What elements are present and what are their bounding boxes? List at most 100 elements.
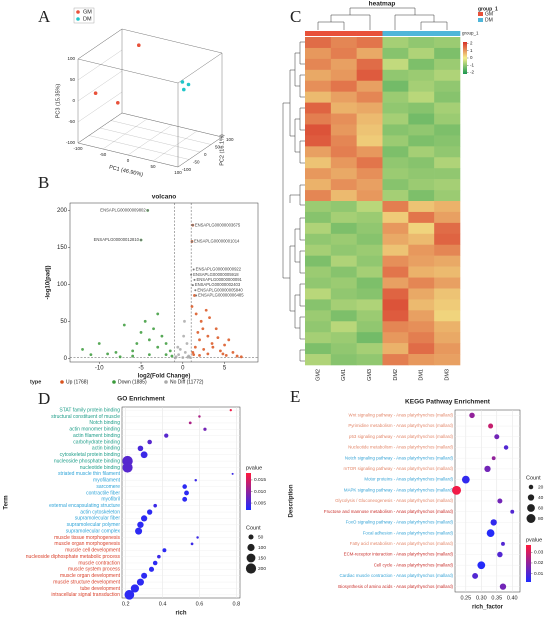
- point: [193, 294, 196, 297]
- heatmap-cell: [330, 332, 357, 344]
- legend-swatch: [164, 380, 168, 384]
- heatmap-cell: [356, 135, 383, 147]
- y-tick-label: 50: [60, 319, 67, 325]
- plot-frame: [69, 202, 259, 363]
- z-axis-label: PC3 (15.35%): [55, 84, 61, 119]
- heatmap-cell: [305, 168, 332, 180]
- heatmap-cell: [330, 190, 357, 202]
- heatmap-cell: [305, 266, 332, 278]
- point: [198, 338, 201, 342]
- panel-label: C: [290, 7, 301, 26]
- term-label: Motor proteins - Anas platyrhynchos (mal…: [364, 477, 453, 482]
- heatmap-cell: [434, 190, 461, 202]
- size-legend-dot: [248, 534, 254, 540]
- heatmap-cell: [330, 47, 357, 60]
- heatmap-cell: [382, 255, 409, 267]
- x-tick-label: -5: [138, 366, 144, 372]
- size-legend-label: 150: [258, 555, 266, 561]
- grid-line: [77, 49, 123, 81]
- heatmap-cell: [408, 102, 435, 114]
- y-tick-label: 200: [57, 208, 68, 214]
- term-label: Cell cycle - Anas platyrhynchos (mallard…: [374, 562, 454, 567]
- legend-label: DM: [83, 16, 92, 22]
- size-legend-dot: [526, 514, 536, 523]
- heatmap-cell: [382, 179, 409, 191]
- heatmap-cell: [356, 124, 383, 136]
- colorbar: [246, 473, 251, 510]
- size-legend-label: 40: [538, 495, 544, 501]
- dot: [146, 509, 153, 515]
- heatmap-column-dendrogram: [317, 7, 448, 30]
- point: [201, 327, 205, 331]
- heatmap-cell: [330, 201, 357, 213]
- annotation: ENSAPLG00000002403: [195, 282, 241, 287]
- group-bar: [408, 31, 435, 36]
- dot: [162, 548, 167, 553]
- point: [186, 355, 190, 359]
- heatmap-cell: [408, 37, 435, 49]
- point: [224, 353, 228, 357]
- point: [182, 334, 186, 338]
- dot: [461, 475, 470, 484]
- heatmap-cell: [356, 58, 383, 71]
- box-edge: [77, 142, 179, 168]
- heatmap-cell: [408, 288, 435, 300]
- dot: [452, 485, 462, 495]
- heatmap-cell: [305, 58, 332, 71]
- heatmap-cell: [408, 201, 435, 213]
- size-legend-dot: [528, 484, 534, 490]
- heatmap-cell: [434, 37, 461, 49]
- heatmap-cell: [434, 168, 461, 180]
- dot: [203, 427, 207, 431]
- heatmap-cell: [408, 310, 435, 322]
- heatmap-cell: [382, 69, 409, 82]
- annotated-point: [195, 294, 198, 297]
- colorbar: [526, 545, 531, 582]
- point: [122, 323, 126, 327]
- term-label: nucleotide binding: [80, 465, 121, 471]
- heatmap-cell: [305, 321, 332, 333]
- heatmap-cell: [434, 58, 461, 71]
- heatmap-cell: [305, 37, 332, 49]
- column-label: DM3: [445, 369, 451, 381]
- term-label: sarcomere: [96, 484, 120, 490]
- dot: [194, 478, 197, 482]
- heatmap-cell: [434, 233, 461, 246]
- heatmap-cell: [330, 124, 357, 136]
- heatmap-cell: [382, 47, 409, 60]
- annotation: ENSAPLG00000006485: [198, 293, 244, 298]
- point: [81, 348, 84, 351]
- dot: [182, 496, 188, 502]
- term-label: nucleoside phosphate binding: [54, 458, 120, 464]
- z-tick-label: 50: [70, 77, 76, 82]
- heatmap-cell: [356, 266, 383, 278]
- heatmap-cell: [330, 69, 357, 82]
- size-legend-label: 80: [538, 516, 544, 522]
- heatmap-cell: [382, 58, 409, 71]
- dot: [497, 551, 503, 558]
- term-label: muscle system process: [68, 567, 120, 573]
- heatmap-cell: [434, 201, 461, 213]
- heatmap-cell: [330, 58, 357, 71]
- term-label: nucleoside diphosphate metabolic process: [26, 554, 121, 560]
- size-legend-dot: [245, 563, 257, 574]
- point: [190, 305, 194, 308]
- dot: [137, 521, 144, 529]
- point: [143, 319, 147, 323]
- y-axis-label: Description: [289, 484, 295, 517]
- heatmap-cell: [305, 299, 332, 311]
- legend-title: Count: [526, 475, 541, 481]
- term-label: Fructose and mannose metabolism - Anas p…: [324, 509, 454, 514]
- heatmap-cell: [382, 211, 409, 224]
- dot: [491, 456, 496, 461]
- grid-line: [77, 91, 123, 123]
- point: [214, 327, 218, 331]
- y-tick-label: -50: [193, 160, 200, 165]
- point: [168, 349, 172, 353]
- size-legend-label: 100: [258, 545, 266, 551]
- heatmap-cell: [305, 190, 332, 202]
- heatmap-cell: [356, 299, 383, 311]
- point: [178, 348, 182, 351]
- heatmap-cell: [408, 332, 435, 344]
- dot: [130, 584, 140, 593]
